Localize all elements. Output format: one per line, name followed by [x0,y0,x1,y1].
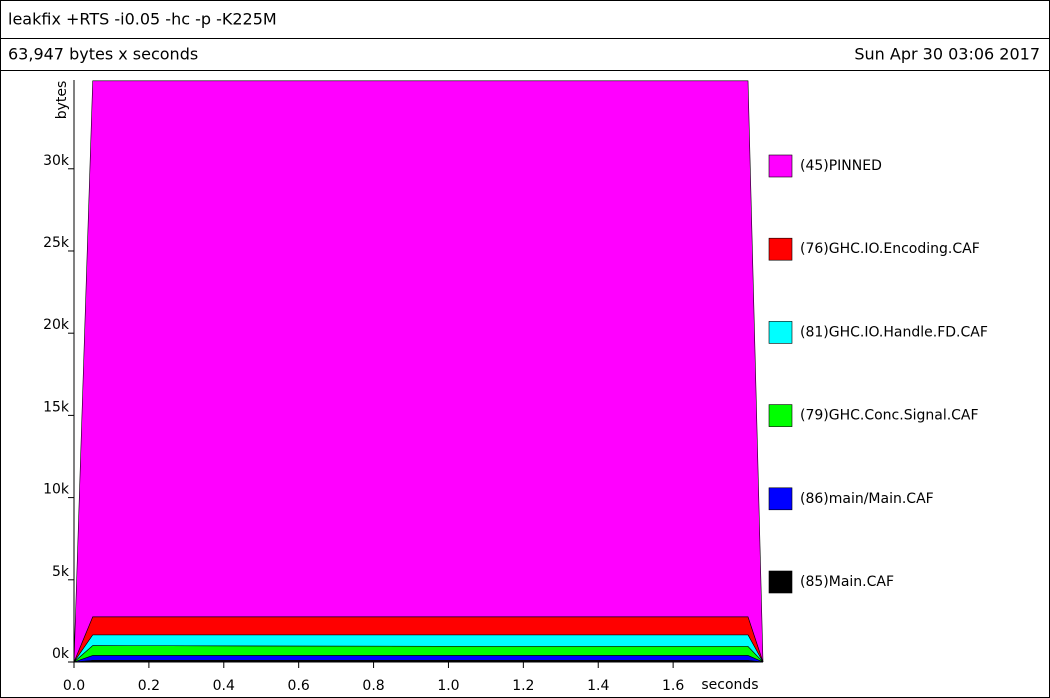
y-tick-label: 5k [52,564,70,580]
x-tick-label: 1.2 [512,678,534,694]
x-tick-label: 0.6 [288,678,310,694]
area [73,80,764,663]
legend-swatch [768,487,793,511]
x-tick-label: 1.4 [587,678,609,694]
y-tick-label: 0k [52,646,70,662]
y-tick-label: 10k [43,482,70,498]
x-tick-label: 0.4 [213,678,235,694]
chart-title: leakfix +RTS -i0.05 -hc -p -K225M [8,10,277,29]
y-tick-label: 30k [43,153,70,169]
legend-swatch [768,237,793,261]
date: Sun Apr 30 03:06 2017 [854,45,1040,64]
y-tick-label: 20k [43,317,70,333]
x-tick-label: 1.6 [662,678,684,694]
legend-label: (85)Main.CAF [800,574,894,590]
x-tick-label: 0.2 [138,678,160,694]
y-axis-label: bytes [54,81,70,120]
legend-label: (81)GHC.IO.Handle.FD.CAF [800,324,988,340]
legend-label: (45)PINNED [800,158,882,174]
legend-swatch [768,570,793,594]
legend-swatch [768,404,793,427]
legend-label: (86)main/Main.CAF [800,491,934,507]
legend-label: (79)GHC.Conc.Signal.CAF [800,408,979,424]
x-axis-label: seconds [701,677,758,693]
legend-swatch [768,154,793,178]
total: 63,947 bytes x seconds [8,45,198,64]
y-tick-label: 15k [43,399,70,415]
legend-label: (76)GHC.IO.Encoding.CAF [800,241,980,257]
x-tick-label: 0.0 [63,678,85,694]
y-tick-label: 25k [43,235,70,251]
legend-swatch [768,321,793,344]
x-tick-label: 0.8 [362,678,384,694]
x-tick-label: 1.0 [437,678,459,694]
